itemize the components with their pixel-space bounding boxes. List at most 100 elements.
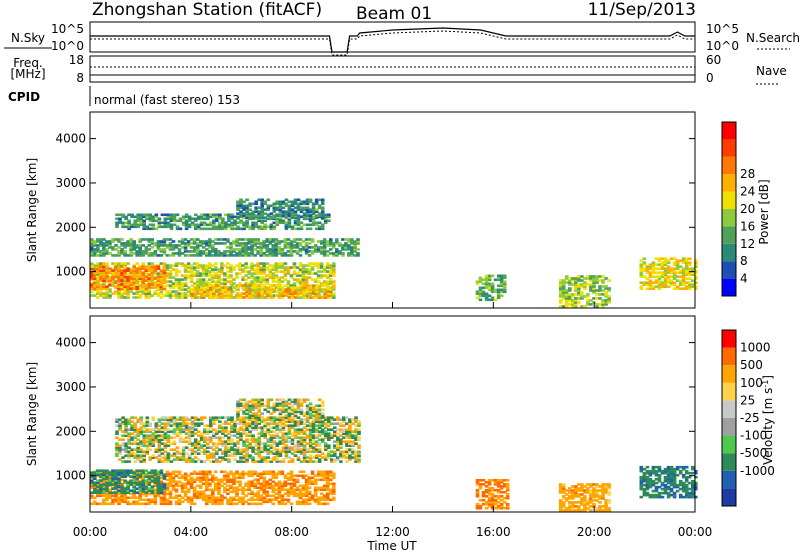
data-cell [332,264,336,267]
data-cell [317,212,322,215]
data-cell [163,219,168,223]
data-cell [212,442,216,445]
data-cell [286,472,291,476]
data-cell [295,494,300,498]
data-cell [211,274,215,277]
data-cell [558,305,563,308]
data-cell [250,296,254,299]
data-cell [304,284,309,287]
data-cell [141,267,145,270]
data-cell [660,273,665,276]
data-cell [195,254,200,257]
data-cell [196,223,201,227]
data-cell [233,420,237,423]
data-cell [212,432,216,435]
data-cell [183,238,188,241]
data-cell [129,277,133,280]
colorbar-swatch [722,278,736,296]
data-cell [302,290,307,293]
data-cell [242,223,246,227]
data-cell [138,254,142,257]
data-cell [259,498,263,502]
data-cell [311,290,316,293]
data-cell [277,286,282,289]
data-cell [183,274,188,277]
data-cell [139,430,143,433]
data-cell [678,279,683,282]
data-cell [592,275,596,278]
data-cell [93,275,97,278]
data-cell [174,296,179,299]
data-cell [157,420,162,423]
data-cell [223,282,227,285]
data-cell [226,476,230,480]
data-cell [205,242,209,245]
data-cell [284,202,289,206]
data-cell [235,502,239,506]
data-cell [183,476,188,480]
data-cell [117,287,121,290]
data-cell [138,238,142,241]
data-cell [274,266,279,269]
data-cell [223,250,227,253]
data-cell [314,210,319,213]
data-cell [233,454,237,457]
data-cell [129,502,133,506]
data-cell [90,254,94,257]
data-cell [145,430,150,433]
data-cell [254,422,258,425]
data-cell [256,252,260,255]
data-cell [108,277,112,280]
data-cell [316,266,321,269]
data-cell [256,480,260,484]
data-cell [263,296,267,299]
data-cell [220,494,224,498]
data-cell [154,436,159,439]
data-cell [329,270,333,273]
data-cell [574,301,578,304]
data-cell [250,266,254,269]
data-cell [475,290,480,294]
data-cell [132,244,136,247]
data-cell [223,476,227,480]
data-cell [248,446,252,449]
data-cell [206,456,210,459]
data-cell [226,266,230,269]
data-cell [150,491,155,494]
data-cell [115,436,119,439]
data-cell [150,489,155,492]
data-cell [266,290,271,293]
data-cell [601,293,605,296]
data-cell [314,198,319,202]
data-cell [211,264,215,267]
data-cell [307,268,312,271]
data-cell [283,484,288,488]
data-cell [166,458,171,461]
data-cell [245,288,249,291]
data-cell [172,223,177,227]
data-cell [271,484,276,488]
data-cell [105,489,109,492]
data-cell [239,460,243,463]
data-cell [226,254,230,257]
data-cell [353,242,357,245]
data-cell [660,267,665,270]
data-cell [332,242,336,245]
data-cell [275,450,280,453]
data-cell [144,283,149,286]
data-cell [669,281,674,284]
data-cell [592,281,596,284]
data-cell [138,240,142,243]
data-cell [248,296,252,299]
data-cell [208,278,212,281]
data-cell [114,481,118,484]
data-cell [150,500,155,504]
data-cell [304,296,309,299]
data-cell [126,273,130,276]
data-cell [271,494,276,498]
data-cell [648,271,653,274]
data-cell [145,422,150,425]
data-cell [350,252,354,255]
data-cell [205,272,209,275]
data-cell [117,292,121,295]
